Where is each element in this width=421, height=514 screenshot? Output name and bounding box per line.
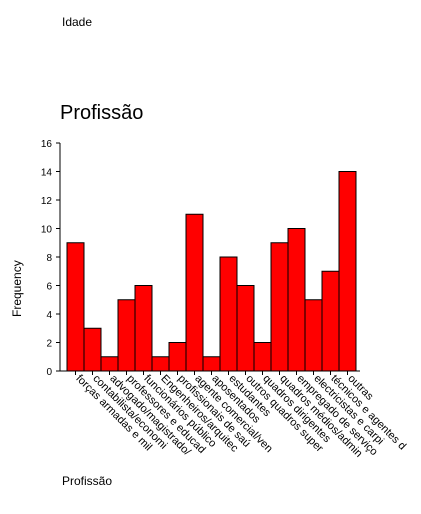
y-tick-label: 2 [46, 339, 52, 350]
bar [100, 356, 119, 372]
y-tick-label: 6 [46, 282, 52, 293]
bar [202, 356, 221, 372]
bar [185, 213, 204, 372]
bar [66, 242, 85, 372]
y-tick-label: 12 [41, 196, 53, 207]
y-tick-label: 10 [41, 225, 53, 236]
bar [219, 256, 238, 372]
bar [168, 342, 187, 372]
y-tick-label: 4 [46, 310, 52, 321]
bar [236, 285, 255, 372]
bar [304, 299, 323, 372]
bar [151, 356, 170, 372]
bar [287, 228, 306, 372]
top-label: Idade [62, 15, 93, 29]
bottom-label: Profissão [62, 474, 113, 488]
bar [321, 270, 340, 372]
bar [83, 327, 102, 372]
y-tick-label: 14 [41, 168, 53, 179]
bar [134, 285, 153, 372]
y-tick-label: 16 [41, 139, 53, 150]
bar [338, 171, 357, 372]
y-tick-label: 0 [46, 367, 52, 378]
bar [270, 242, 289, 372]
chart-title: Profissão [60, 102, 144, 124]
y-tick-label: 8 [46, 253, 52, 264]
bar [117, 299, 136, 372]
bar [253, 342, 272, 372]
